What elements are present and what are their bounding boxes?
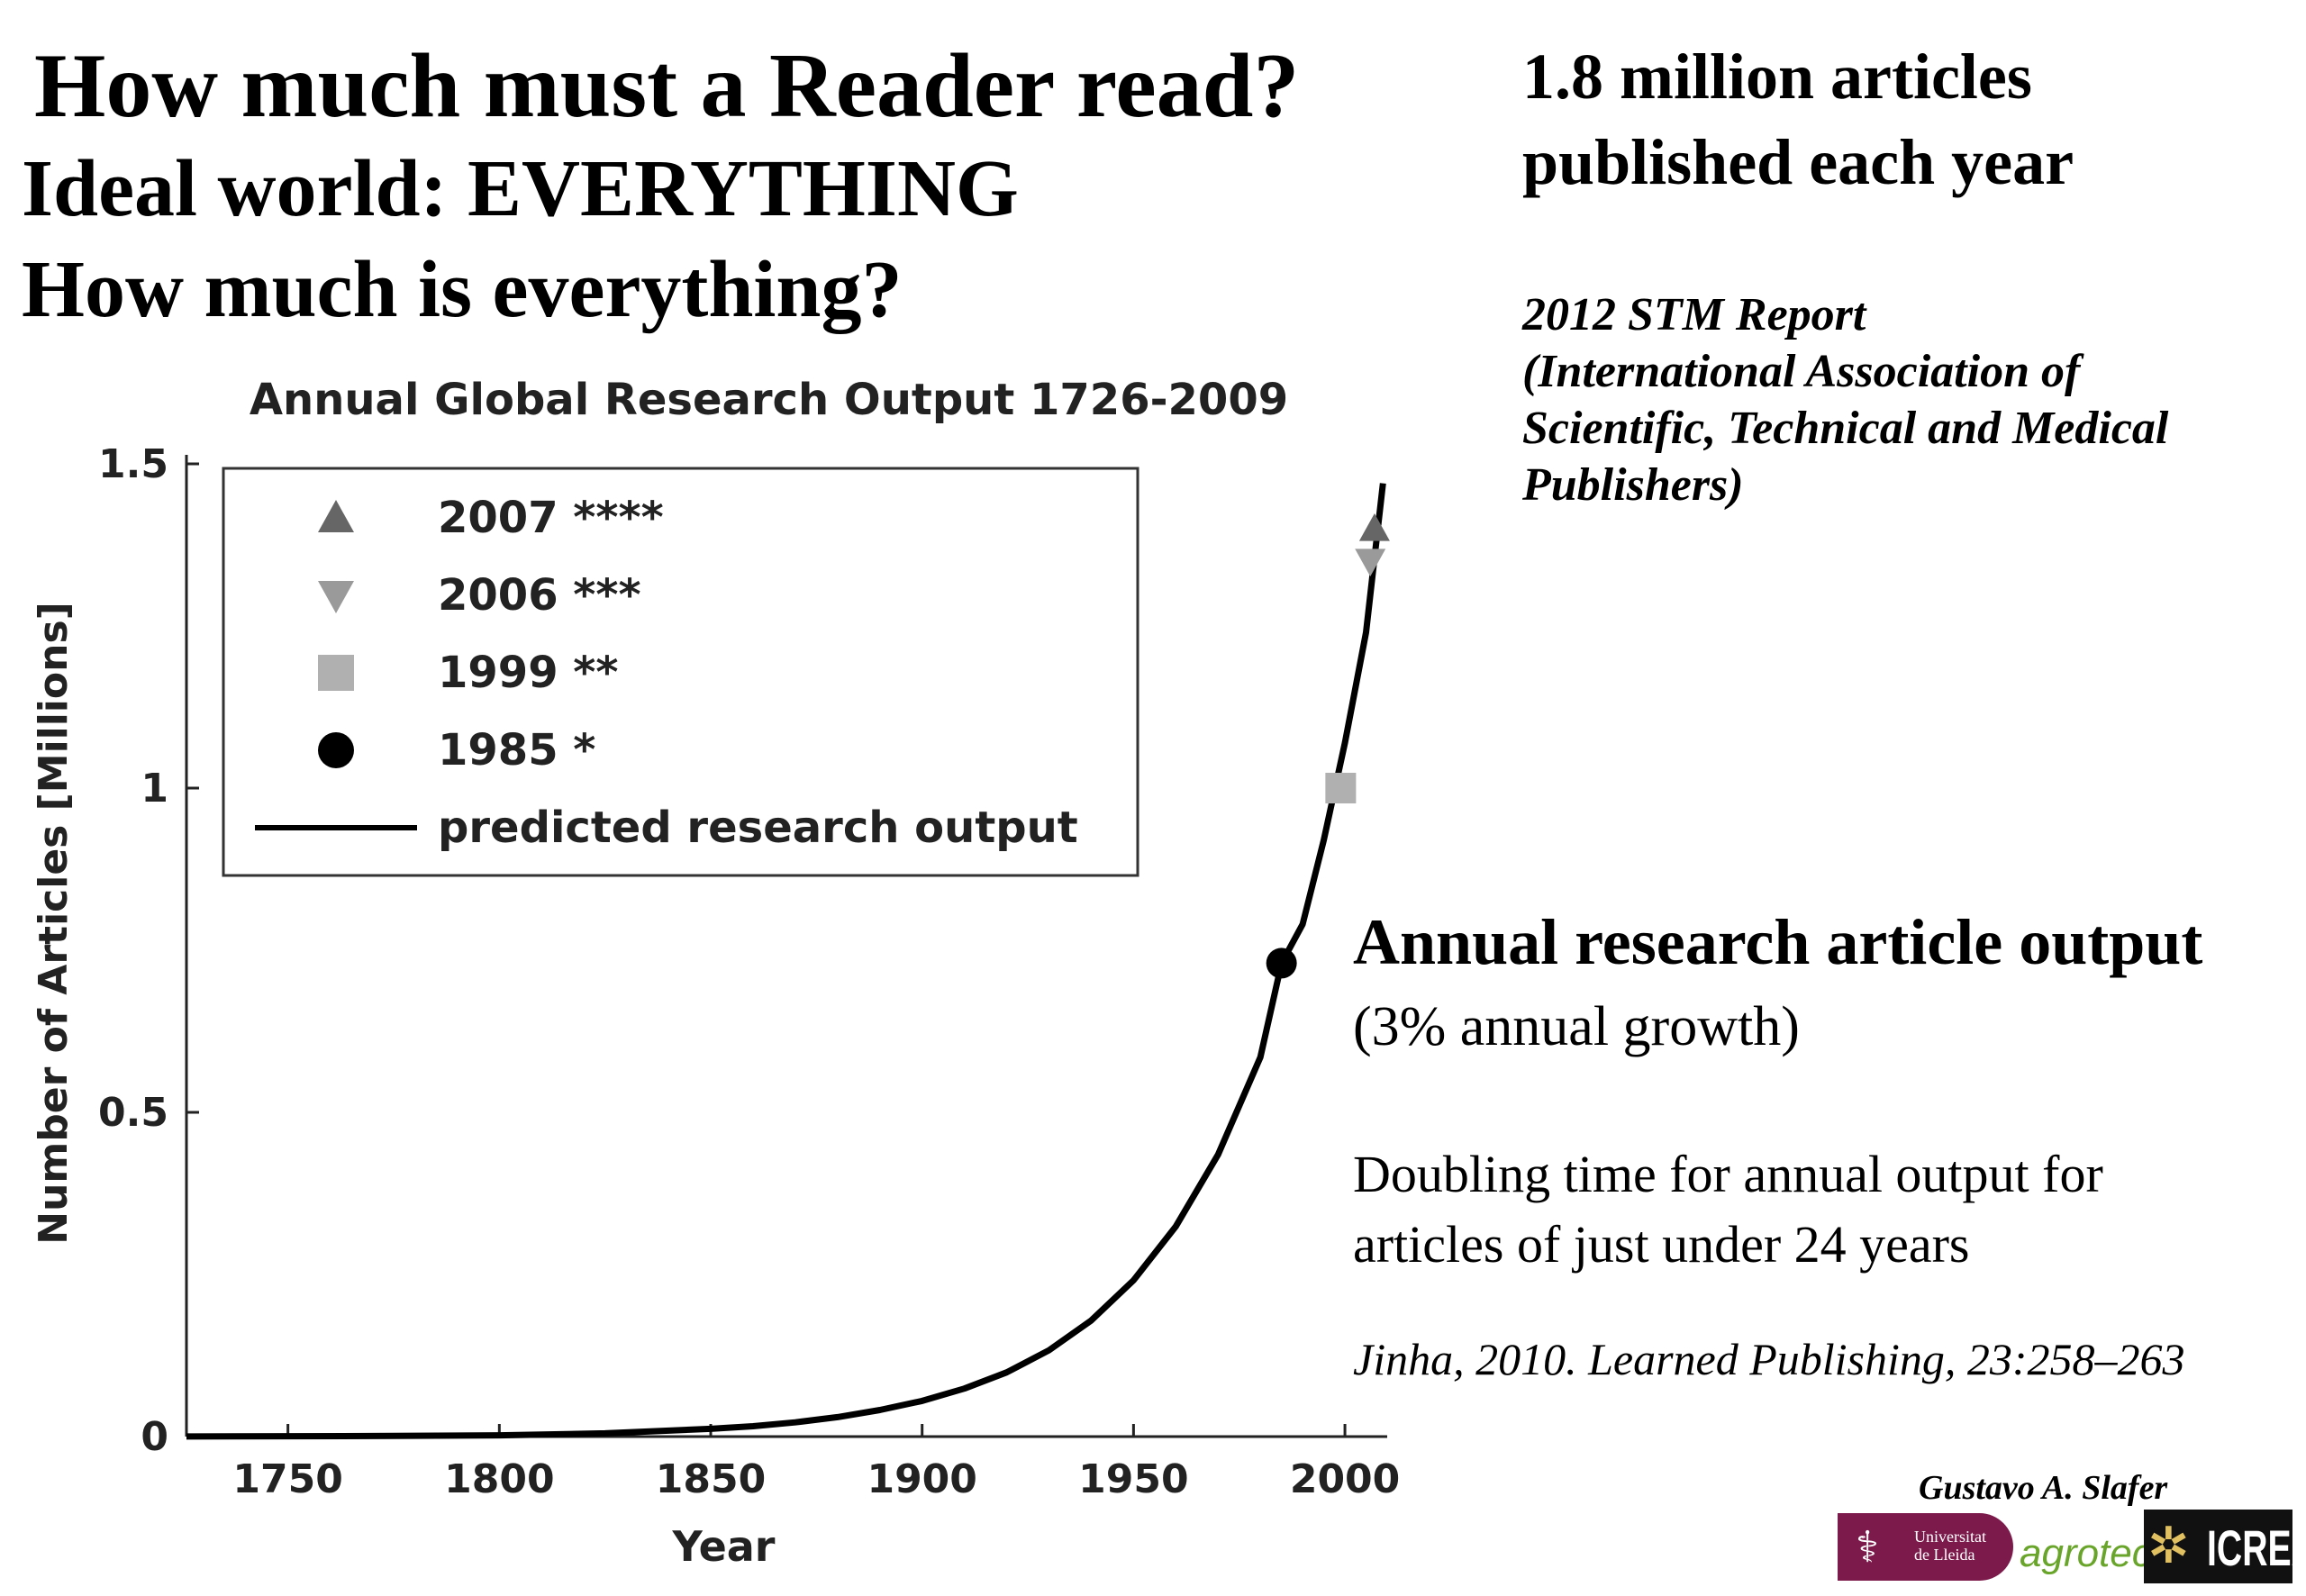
legend-marker-square — [318, 655, 354, 691]
y-tick-label: 0.5 — [98, 1090, 168, 1136]
data-point-triangle-up — [1358, 513, 1390, 541]
output-heading: Annual research article output — [1353, 906, 2203, 978]
x-tick-label: 1850 — [656, 1456, 766, 1502]
stat-block: 1.8 million articles published each year — [1522, 34, 2074, 205]
icrea-mark-icon: ✲ — [2147, 1517, 2190, 1575]
legend-label: 1999 ** — [438, 648, 619, 698]
research-output-chart: Annual Global Research Output 1726-2009 0… — [31, 375, 1400, 1571]
doubling-note: Doubling time for annual output for arti… — [1353, 1139, 2103, 1280]
source-block: 2012 STM Report (International Associati… — [1522, 286, 2168, 513]
citation: Jinha, 2010. Learned Publishing, 23:258–… — [1353, 1334, 2185, 1384]
source-line-4: Publishers) — [1522, 459, 1744, 511]
legend-marker-triangle-up — [318, 500, 354, 532]
doubling-line-2: articles of just under 24 years — [1353, 1215, 1970, 1274]
legend-label: predicted research output — [438, 803, 1078, 853]
x-axis-label: Year — [671, 1522, 775, 1571]
y-tick-label: 1 — [141, 766, 168, 812]
legend-label: 2007 **** — [438, 493, 664, 543]
legend-marker-circle — [318, 732, 354, 768]
data-point-triangle-down — [1355, 549, 1386, 576]
university-logo-line-2: de Lleida — [1914, 1546, 1975, 1564]
icrea-logo-text: ICREA — [2207, 1519, 2306, 1576]
data-point-circle — [1266, 948, 1297, 979]
series-line-predicted-output — [186, 483, 1386, 1440]
slide-title: How much must a Reader read? — [34, 35, 1300, 137]
x-tick-label: 1950 — [1078, 1456, 1188, 1502]
y-tick-label: 1.5 — [98, 441, 168, 487]
source-line-1: 2012 STM Report — [1522, 289, 1866, 340]
legend-label: 2006 *** — [438, 570, 641, 621]
legend-label: 1985 * — [438, 725, 595, 775]
stat-line-2: published each year — [1522, 126, 2074, 198]
x-tick-label: 1900 — [867, 1456, 976, 1502]
legend-marker-triangle-down — [318, 581, 354, 613]
y-axis-label: Number of Articles [Millions] — [31, 602, 77, 1245]
legend-box — [222, 467, 1139, 877]
source-line-2: (International Association of — [1522, 346, 2081, 397]
doubling-line-1: Doubling time for annual output for — [1353, 1145, 2103, 1203]
x-tick-label: 1800 — [444, 1456, 554, 1502]
stat-line-1: 1.8 million articles — [1522, 41, 2032, 113]
university-logo: ⚕ Universitat de Lleida — [1838, 1513, 2013, 1581]
slide-subtitle-ideal: Ideal world: EVERYTHING — [22, 144, 1019, 233]
x-tick-label: 1750 — [232, 1456, 342, 1502]
x-tick-label: 2000 — [1290, 1456, 1400, 1502]
icrea-logo: ✲ ICREA — [2144, 1510, 2306, 1583]
university-logo-line-1: Universitat — [1914, 1528, 1986, 1546]
y-tick-label: 0 — [141, 1414, 168, 1460]
author-name: Gustavo A. Slafer — [1919, 1469, 2168, 1507]
chart-title: Annual Global Research Output 1726-2009 — [250, 375, 1288, 425]
source-line-3: Scientific, Technical and Medical — [1522, 403, 2169, 454]
university-logo-text: Universitat de Lleida — [1914, 1528, 1986, 1564]
output-growth-note: (3% annual growth) — [1353, 996, 1800, 1057]
university-seal-icon: ⚕ — [1856, 1522, 1879, 1573]
slide-subtitle-question: How much is everything? — [22, 245, 903, 334]
data-point-square — [1325, 773, 1357, 803]
